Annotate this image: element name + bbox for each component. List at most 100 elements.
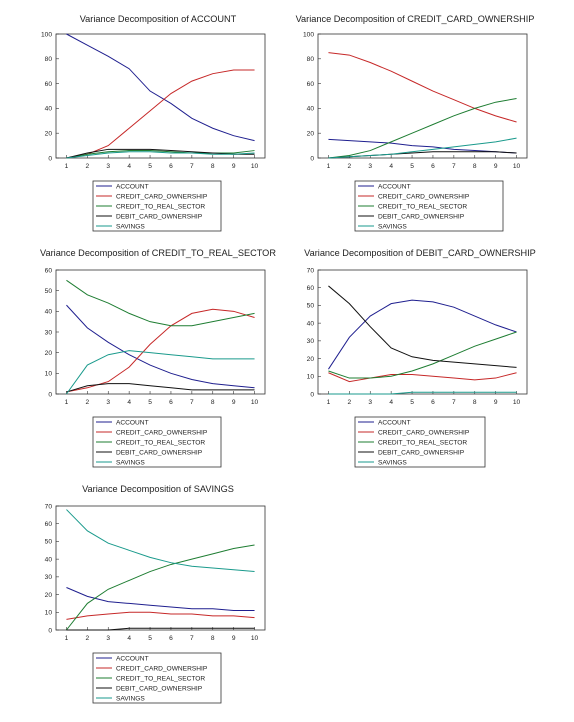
legend-label-credit-to-real-sector: CREDIT_TO_REAL_SECTOR xyxy=(116,439,205,446)
legend-label-credit-card-ownership: CREDIT_CARD_OWNERSHIP xyxy=(378,429,470,436)
legend-label-account: ACCOUNT xyxy=(378,419,411,426)
legend-label-account: ACCOUNT xyxy=(116,655,149,662)
x-tick-label: 6 xyxy=(431,399,435,406)
x-tick-label: 2 xyxy=(348,399,352,406)
series-line-credit-card-ownership xyxy=(328,52,517,123)
chart-panel: Variance Decomposition of SAVINGS 0 10 20 30… xyxy=(45,484,266,704)
x-tick-label: 10 xyxy=(251,399,259,406)
x-tick-label: 4 xyxy=(127,635,131,642)
y-tick-label: 20 xyxy=(307,356,315,363)
x-tick-label: 1 xyxy=(65,635,69,642)
series-line-credit-to-real-sector xyxy=(66,150,255,159)
chart-legend: ACCOUNT CREDIT_CARD_OWNERSHIP CREDIT_TO_RE… xyxy=(354,416,486,468)
plot-frame xyxy=(55,33,266,159)
x-tick-label: 7 xyxy=(190,163,194,170)
series-line-account xyxy=(328,138,517,154)
x-tick-label: 8 xyxy=(473,399,477,406)
series-line-debit-card-ownership xyxy=(66,383,255,393)
y-tick-label: 20 xyxy=(45,350,53,357)
x-tick-label: 8 xyxy=(211,399,215,406)
legend-label-credit-to-real-sector: CREDIT_TO_REAL_SECTOR xyxy=(378,203,467,210)
y-tick-label: 60 xyxy=(307,81,315,88)
series-line-savings xyxy=(66,509,255,573)
legend-box xyxy=(354,416,486,468)
plot-frame xyxy=(55,269,266,395)
x-tick-label: 3 xyxy=(106,399,110,406)
y-tick-label: 0 xyxy=(310,391,314,398)
series-line-credit-to-real-sector xyxy=(328,97,517,159)
series-line-credit-card-ownership xyxy=(66,69,255,159)
x-tick-label: 6 xyxy=(431,163,435,170)
y-tick-label: 10 xyxy=(307,374,315,381)
legend-label-savings: SAVINGS xyxy=(116,695,145,702)
chart-title: Variance Decomposition of DEBIT_CARD_OWN… xyxy=(304,248,536,258)
x-tick-label: 10 xyxy=(513,399,521,406)
plot-frame xyxy=(317,33,528,159)
legend-label-credit-card-ownership: CREDIT_CARD_OWNERSHIP xyxy=(116,665,208,672)
x-tick-label: 9 xyxy=(232,635,236,642)
legend-label-account: ACCOUNT xyxy=(116,183,149,190)
series-line-debit-card-ownership xyxy=(66,148,255,159)
x-tick-label: 5 xyxy=(148,635,152,642)
x-tick-label: 6 xyxy=(169,399,173,406)
x-tick-label: 9 xyxy=(494,163,498,170)
x-tick-label: 2 xyxy=(86,163,90,170)
legend-label-debit-card-ownership: DEBIT_CARD_OWNERSHIP xyxy=(378,213,465,220)
y-tick-label: 100 xyxy=(41,31,52,38)
y-tick-label: 30 xyxy=(45,574,53,581)
y-tick-label: 40 xyxy=(45,106,53,113)
chart-legend: ACCOUNT CREDIT_CARD_OWNERSHIP CREDIT_TO_RE… xyxy=(92,180,222,232)
x-tick-label: 1 xyxy=(327,163,331,170)
legend-box xyxy=(92,180,222,232)
chart-title: Variance Decomposition of CREDIT_TO_REAL… xyxy=(40,248,276,258)
legend-box xyxy=(92,652,222,704)
x-tick-label: 2 xyxy=(86,635,90,642)
series-line-savings xyxy=(328,391,517,395)
y-tick-label: 60 xyxy=(45,81,53,88)
y-tick-label: 20 xyxy=(45,592,53,599)
legend-label-savings: SAVINGS xyxy=(116,459,145,466)
x-tick-label: 9 xyxy=(232,399,236,406)
y-tick-label: 10 xyxy=(45,371,53,378)
y-tick-label: 80 xyxy=(45,56,53,63)
x-tick-label: 1 xyxy=(65,163,69,170)
legend-label-credit-card-ownership: CREDIT_CARD_OWNERSHIP xyxy=(116,429,208,436)
legend-label-savings: SAVINGS xyxy=(378,223,407,230)
y-tick-label: 0 xyxy=(310,155,314,162)
x-tick-label: 3 xyxy=(106,635,110,642)
series-line-debit-card-ownership xyxy=(328,285,517,368)
y-tick-label: 60 xyxy=(45,521,53,528)
legend-label-savings: SAVINGS xyxy=(116,223,145,230)
y-tick-label: 0 xyxy=(48,391,52,398)
x-tick-label: 7 xyxy=(190,399,194,406)
legend-label-credit-to-real-sector: CREDIT_TO_REAL_SECTOR xyxy=(116,203,205,210)
chart-title: Variance Decomposition of SAVINGS xyxy=(82,484,234,494)
legend-label-account: ACCOUNT xyxy=(378,183,411,190)
x-tick-label: 3 xyxy=(106,163,110,170)
legend-label-debit-card-ownership: DEBIT_CARD_OWNERSHIP xyxy=(116,213,203,220)
x-tick-label: 4 xyxy=(389,163,393,170)
x-tick-label: 4 xyxy=(389,399,393,406)
y-tick-label: 70 xyxy=(307,267,315,274)
x-tick-label: 5 xyxy=(410,399,414,406)
x-tick-label: 8 xyxy=(473,163,477,170)
y-tick-label: 70 xyxy=(45,503,53,510)
y-tick-label: 10 xyxy=(45,610,53,617)
series-line-credit-to-real-sector xyxy=(66,544,255,631)
x-tick-label: 9 xyxy=(494,399,498,406)
y-tick-label: 60 xyxy=(307,285,315,292)
x-tick-label: 8 xyxy=(211,635,215,642)
x-tick-label: 3 xyxy=(368,399,372,406)
series-line-savings xyxy=(66,350,255,395)
legend-label-credit-card-ownership: CREDIT_CARD_OWNERSHIP xyxy=(116,193,208,200)
series-line-credit-to-real-sector xyxy=(328,331,517,379)
legend-label-debit-card-ownership: DEBIT_CARD_OWNERSHIP xyxy=(378,449,465,456)
chart-legend: ACCOUNT CREDIT_CARD_OWNERSHIP CREDIT_TO_RE… xyxy=(92,652,222,704)
chart-title: Variance Decomposition of ACCOUNT xyxy=(80,14,237,24)
series-line-account xyxy=(66,587,255,612)
y-tick-label: 40 xyxy=(307,106,315,113)
x-tick-label: 4 xyxy=(127,399,131,406)
series-line-credit-card-ownership xyxy=(66,611,255,620)
y-tick-label: 0 xyxy=(48,627,52,634)
